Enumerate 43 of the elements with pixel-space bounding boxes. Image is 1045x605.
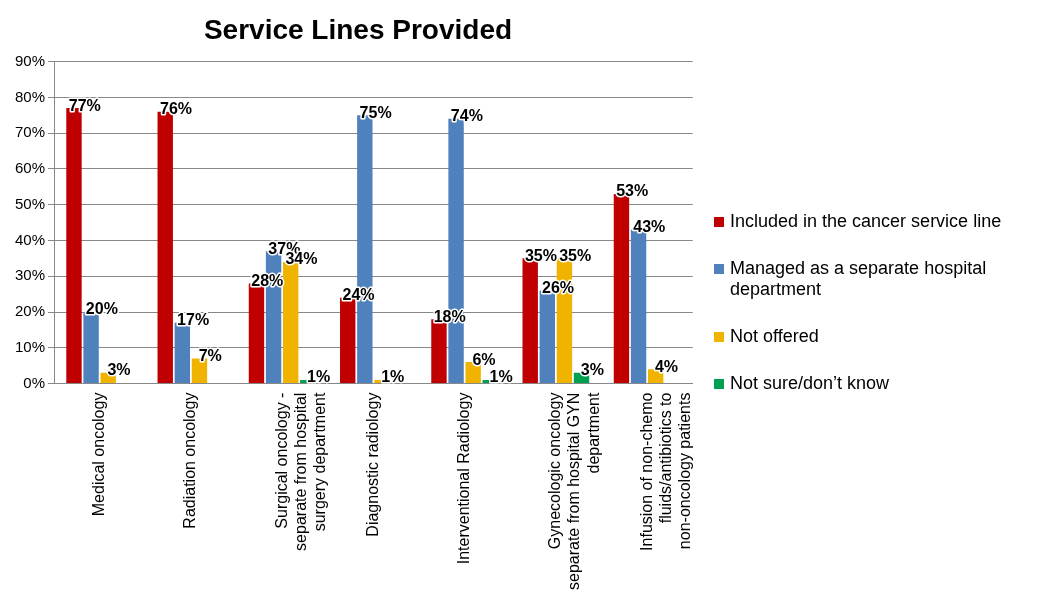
x-tick-label: Surgical oncology - separate from hospital surgery department	[272, 392, 328, 551]
y-tick-label: 40%	[14, 230, 46, 248]
y-tick-label: 50%	[14, 194, 46, 212]
y-tick-label: 80%	[14, 87, 46, 105]
data-label: 53%	[616, 182, 649, 200]
data-label: 26%	[542, 278, 575, 296]
y-tick-label: 60%	[14, 159, 46, 177]
data-label: 1%	[381, 368, 405, 386]
data-label: 7%	[198, 346, 222, 364]
y-tick-label: 30%	[14, 266, 46, 284]
y-tick-label: 0%	[23, 373, 46, 391]
x-tick-label: Interventional Radiology	[455, 392, 473, 565]
data-label: 17%	[177, 311, 210, 329]
data-label: 3%	[107, 361, 131, 379]
x-tick-label: Diagnostic radiology	[363, 392, 381, 537]
data-label: 20%	[85, 300, 118, 318]
data-label: 75%	[359, 103, 392, 121]
data-label: 76%	[159, 100, 193, 118]
data-label: 1%	[489, 368, 513, 386]
x-tick-label: Medical oncology	[90, 392, 108, 517]
data-label: 77%	[68, 96, 101, 114]
data-label: 18%	[433, 307, 466, 325]
legend-label: Not sure/don’t know	[730, 373, 890, 394]
y-tick-label: 10%	[14, 337, 46, 355]
data-label: 3%	[580, 361, 604, 379]
y-tick-label: 70%	[14, 123, 46, 141]
x-tick-label: Gynecologic oncology separate from hospital GYN department	[546, 392, 602, 590]
legend-label: Included in the cancer service line	[730, 211, 1002, 232]
legend-label: Not offered	[730, 326, 819, 347]
x-tick-label: Radiation oncology	[181, 392, 199, 529]
y-tick-label: 20%	[14, 302, 46, 320]
y-tick-label: 90%	[14, 51, 46, 69]
bar	[83, 312, 99, 384]
data-label: 6%	[472, 350, 496, 368]
data-label: 43%	[633, 218, 666, 236]
data-label: 74%	[450, 107, 483, 125]
data-label: 28%	[251, 271, 284, 289]
data-label: 35%	[559, 246, 592, 264]
chart-title: Service Lines Provided	[203, 13, 513, 45]
data-label: 35%	[524, 246, 557, 264]
legend-label: Managed as a separate hospital department	[730, 258, 988, 300]
data-label: 1%	[307, 368, 331, 386]
data-label: 4%	[654, 357, 679, 375]
